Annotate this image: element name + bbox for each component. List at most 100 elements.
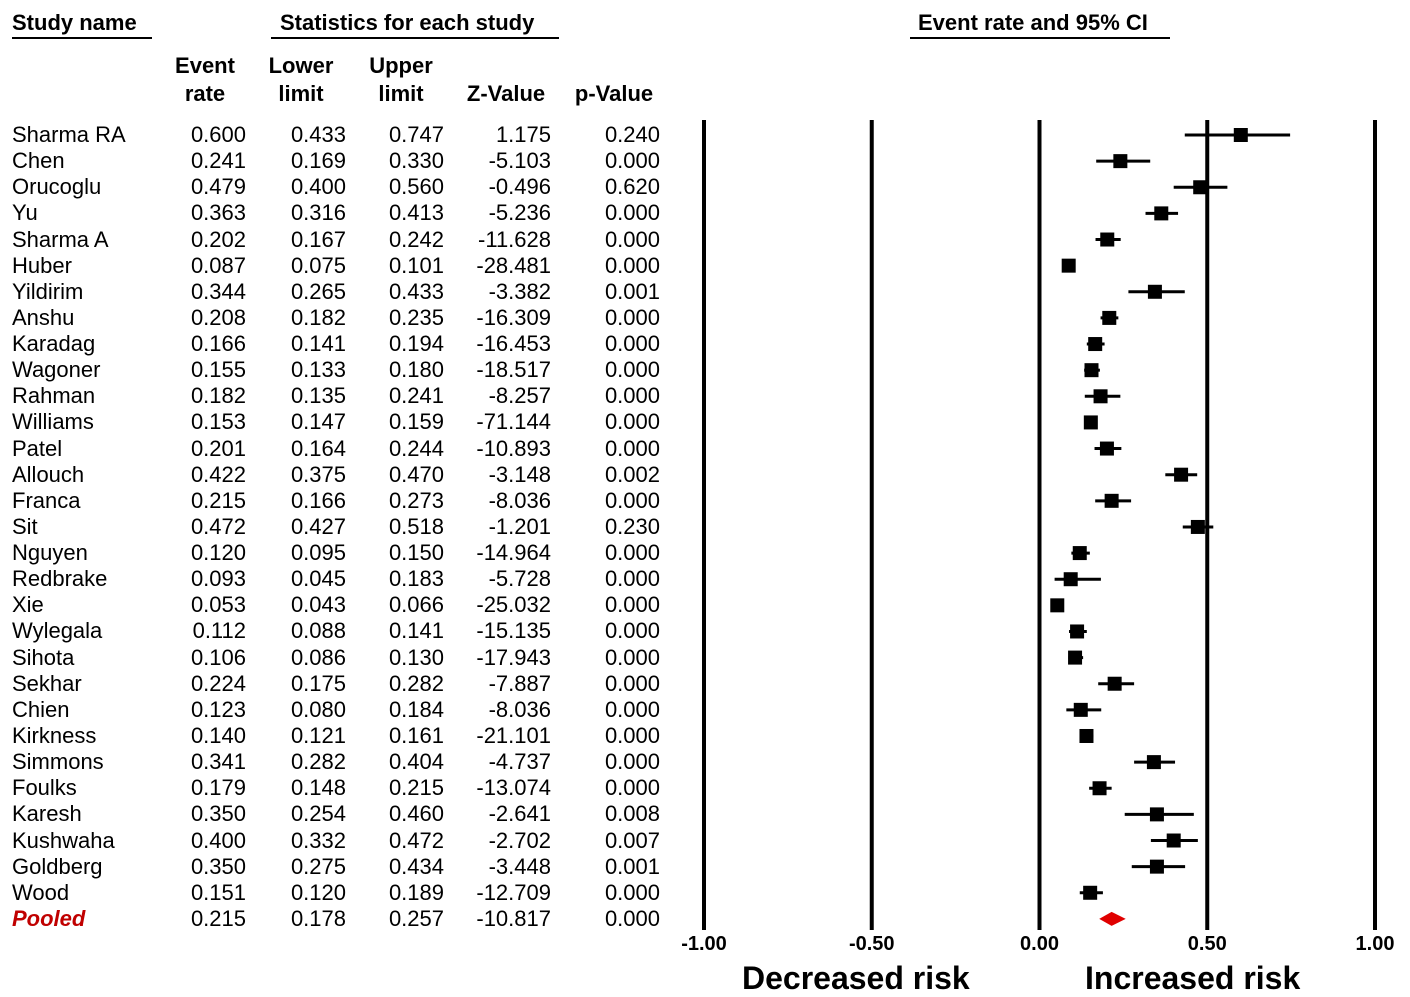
point-estimate xyxy=(1061,258,1076,273)
study-row: Chien 0.123 0.080 0.184 -8.036 0.000 xyxy=(0,697,680,723)
x-tick-label: 1.00 xyxy=(1356,933,1395,955)
point-estimate xyxy=(1070,624,1085,639)
decreased-risk-label: Decreased risk xyxy=(742,960,970,996)
cell-z: -3.382 xyxy=(488,278,551,304)
study-row: Chen 0.241 0.169 0.330 -5.103 0.000 xyxy=(0,148,680,174)
cell-p: 0.002 xyxy=(604,461,660,487)
cell-p: 0.000 xyxy=(604,879,660,905)
cell-p: 0.230 xyxy=(604,513,660,539)
cell-upper: 0.330 xyxy=(388,148,444,174)
cell-rate: 0.093 xyxy=(190,566,246,592)
upper-limit-header-line2: limit xyxy=(378,81,424,106)
cell-z: -8.257 xyxy=(488,383,551,409)
cell-rate: 0.166 xyxy=(190,331,246,357)
cell-lower: 0.045 xyxy=(290,566,346,592)
study-name: Orucoglu xyxy=(12,174,102,200)
study-name: Chen xyxy=(12,148,65,174)
cell-lower: 0.147 xyxy=(290,409,346,435)
study-row: Xie 0.053 0.043 0.066 -25.032 0.000 xyxy=(0,592,680,618)
study-name: Goldberg xyxy=(12,853,103,879)
cell-lower: 0.141 xyxy=(290,331,346,357)
study-name-header: Study name xyxy=(12,10,137,35)
cell-rate: 0.400 xyxy=(190,827,246,853)
point-estimate xyxy=(1092,781,1107,796)
ci-header: Event rate and 95% CI xyxy=(918,10,1148,35)
cell-p: 0.000 xyxy=(604,357,660,383)
study-name: Sihota xyxy=(12,644,75,670)
cell-lower: 0.254 xyxy=(290,801,346,827)
cell-p: 0.000 xyxy=(604,304,660,330)
point-estimate xyxy=(1149,807,1164,822)
cell-lower: 0.135 xyxy=(290,383,346,409)
cell-upper: 0.273 xyxy=(388,487,444,513)
cell-lower: 0.095 xyxy=(290,540,346,566)
point-estimate xyxy=(1079,728,1094,743)
cell-upper: 0.433 xyxy=(388,278,444,304)
point-estimate xyxy=(1100,232,1115,247)
point-estimate xyxy=(1146,755,1161,770)
study-row: Sit 0.472 0.427 0.518 -1.201 0.230 xyxy=(0,514,680,540)
cell-z: -5.103 xyxy=(488,148,551,174)
point-estimate xyxy=(1088,337,1103,352)
cell-z: -0.496 xyxy=(488,174,551,200)
x-tick-label: -0.50 xyxy=(849,933,895,955)
study-name-underline xyxy=(12,37,152,39)
point-estimate xyxy=(1093,389,1108,404)
study-name: Wagoner xyxy=(12,357,101,383)
cell-z: -18.517 xyxy=(476,357,551,383)
study-row: Simmons 0.341 0.282 0.404 -4.737 0.000 xyxy=(0,749,680,775)
study-name: Yu xyxy=(12,200,38,226)
study-name: Nguyen xyxy=(12,540,88,566)
point-estimate xyxy=(1099,441,1114,456)
upper-limit-header-line1: Upper xyxy=(369,53,433,78)
study-name: Sekhar xyxy=(12,670,82,696)
cell-upper: 0.413 xyxy=(388,200,444,226)
point-estimate xyxy=(1104,493,1119,508)
cell-upper: 0.130 xyxy=(388,644,444,670)
cell-upper: 0.244 xyxy=(388,435,444,461)
cell-p: 0.000 xyxy=(604,670,660,696)
cell-upper: 0.194 xyxy=(388,331,444,357)
cell-lower: 0.178 xyxy=(290,905,346,931)
cell-upper: 0.257 xyxy=(388,905,444,931)
cell-z: -1.201 xyxy=(488,513,551,539)
cell-z: -4.737 xyxy=(488,749,551,775)
cell-z: -8.036 xyxy=(488,696,551,722)
event-rate-header: Event rate xyxy=(164,52,246,108)
cell-z: 1.175 xyxy=(495,122,551,147)
cell-upper: 0.180 xyxy=(388,357,444,383)
cell-z: -17.943 xyxy=(476,644,551,670)
cell-upper: 0.183 xyxy=(388,566,444,592)
cell-upper: 0.434 xyxy=(388,853,444,879)
upper-limit-header: Upper limit xyxy=(360,52,442,108)
cell-rate: 0.201 xyxy=(190,435,246,461)
cell-rate: 0.215 xyxy=(190,905,246,931)
study-table: Sharma RA 0.600 0.433 0.747 1.175 0.240 Chen 0.… xyxy=(0,0,680,997)
cell-p: 0.008 xyxy=(604,801,660,827)
cell-lower: 0.043 xyxy=(290,592,346,618)
cell-upper: 0.150 xyxy=(388,540,444,566)
cell-z: -14.964 xyxy=(476,540,551,566)
cell-z: -8.036 xyxy=(488,487,551,513)
point-estimate xyxy=(1147,284,1162,299)
cell-lower: 0.169 xyxy=(290,148,346,174)
cell-p: 0.000 xyxy=(604,331,660,357)
cell-rate: 0.155 xyxy=(190,357,246,383)
study-row: Sharma A 0.202 0.167 0.242 -11.628 0.000 xyxy=(0,227,680,253)
study-row: Franca 0.215 0.166 0.273 -8.036 0.000 xyxy=(0,488,680,514)
cell-rate: 0.087 xyxy=(190,252,246,278)
cell-p: 0.000 xyxy=(604,148,660,174)
statistics-header: Statistics for each study xyxy=(280,10,535,35)
study-name: Foulks xyxy=(12,775,77,801)
point-estimate xyxy=(1084,363,1099,378)
cell-upper: 0.066 xyxy=(388,592,444,618)
cell-rate: 0.215 xyxy=(190,487,246,513)
lower-limit-header: Lower limit xyxy=(260,52,342,108)
cell-upper: 0.747 xyxy=(388,122,444,147)
cell-lower: 0.166 xyxy=(290,487,346,513)
study-name: Xie xyxy=(12,592,44,618)
study-row: Yildirim 0.344 0.265 0.433 -3.382 0.001 xyxy=(0,279,680,305)
study-name: Karesh xyxy=(12,801,82,827)
point-estimate xyxy=(1193,180,1208,195)
cell-p: 0.000 xyxy=(604,487,660,513)
